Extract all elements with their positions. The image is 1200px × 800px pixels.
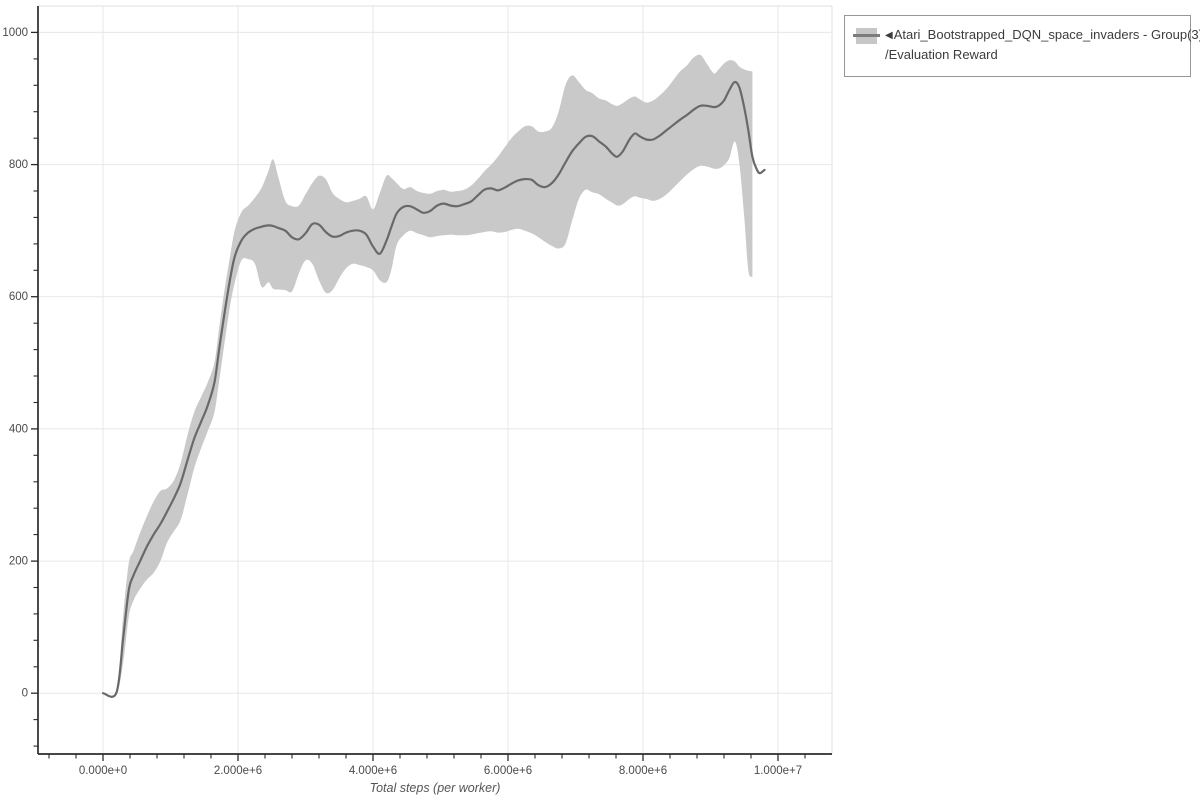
x-axis-title: Total steps (per worker) xyxy=(369,781,501,795)
x-tick-label: 6.000e+6 xyxy=(484,765,532,777)
legend-collapse-icon[interactable]: ◀ xyxy=(885,30,893,41)
confidence-band xyxy=(103,54,753,698)
legend-series-row: ◀Atari_Bootstrapped_DQN_space_invaders -… xyxy=(885,25,1200,45)
legend-swatch-band-line-icon xyxy=(853,27,880,45)
x-tick-label: 4.000e+6 xyxy=(349,765,397,777)
legend-metric-name: /Evaluation Reward xyxy=(885,47,998,62)
y-tick-label: 600 xyxy=(9,291,28,303)
y-tick-label: 400 xyxy=(9,423,28,435)
x-tick-label: 2.000e+6 xyxy=(214,765,262,777)
legend-series-name: Atari_Bootstrapped_DQN_space_invaders - … xyxy=(893,27,1200,42)
y-tick-label: 800 xyxy=(9,159,28,171)
legend-box[interactable]: ◀Atari_Bootstrapped_DQN_space_invaders -… xyxy=(844,15,1200,77)
y-tick-label: 200 xyxy=(9,556,28,568)
legend-entry: ◀Atari_Bootstrapped_DQN_space_invaders -… xyxy=(885,25,1200,64)
x-tick-label: 1.000e+7 xyxy=(754,765,802,777)
legend-swatch-line xyxy=(853,34,880,37)
y-tick-label: 1000 xyxy=(2,27,28,39)
x-tick-label: 0.000e+0 xyxy=(79,765,127,777)
mean-line xyxy=(101,80,766,698)
x-tick-label: 8.000e+6 xyxy=(619,765,667,777)
y-tick-label: 0 xyxy=(22,688,28,700)
